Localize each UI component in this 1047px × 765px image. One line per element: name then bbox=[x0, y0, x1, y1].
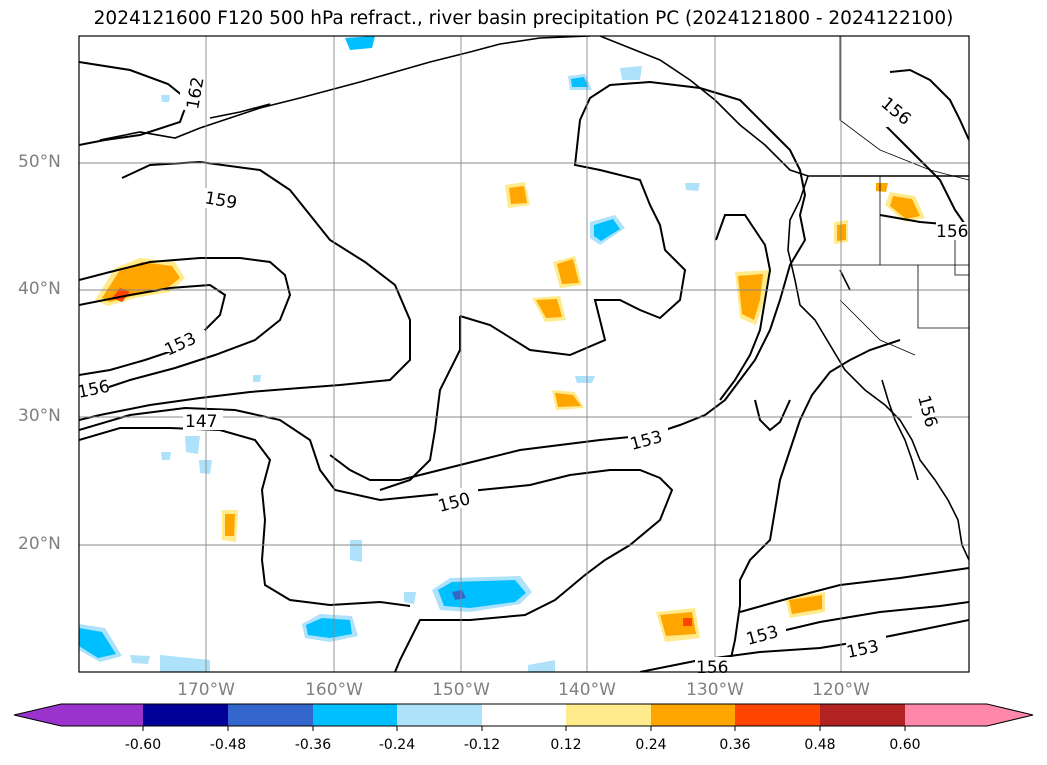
contour-labels: 162 159 153 156 147 150 153 156 153 153 … bbox=[76, 70, 969, 678]
colorbar-tick-label: -0.60 bbox=[124, 737, 162, 753]
map-title: 2024121600 F120 500 hPa refract., river … bbox=[93, 8, 954, 29]
borders bbox=[790, 36, 969, 356]
contour-label: 156 bbox=[696, 658, 728, 678]
colorbar-tick-label: -0.36 bbox=[294, 737, 332, 753]
lat-label: 40°N bbox=[18, 279, 61, 299]
colorbar-tick-label: 0.36 bbox=[719, 737, 751, 753]
coastlines bbox=[99, 36, 969, 561]
lon-label: 140°W bbox=[558, 680, 616, 700]
colorbar-tick-label: -0.12 bbox=[463, 737, 501, 753]
lat-label: 20°N bbox=[18, 534, 61, 554]
lon-label: 150°W bbox=[432, 680, 490, 700]
lon-label: 170°W bbox=[177, 680, 235, 700]
map-background bbox=[79, 36, 969, 672]
colorbar-tick-label: -0.24 bbox=[378, 737, 416, 753]
map-frame bbox=[78, 35, 970, 673]
precip-negative-areas bbox=[79, 36, 700, 672]
colorbar-tick-label: 0.60 bbox=[889, 737, 921, 753]
colorbar-tick-label: 0.24 bbox=[635, 737, 667, 753]
lat-label: 50°N bbox=[18, 152, 61, 172]
colorbar bbox=[13, 703, 1034, 731]
contour-label: 147 bbox=[185, 412, 217, 432]
lon-label: 130°W bbox=[686, 680, 744, 700]
colorbar-tick-label: -0.48 bbox=[209, 737, 247, 753]
colorbar-tick-label: 0.48 bbox=[804, 737, 836, 753]
lon-label: 120°W bbox=[812, 680, 870, 700]
lon-label: 160°W bbox=[305, 680, 363, 700]
contour-label: 156 bbox=[936, 222, 968, 242]
colorbar-tick-label: 0.12 bbox=[550, 737, 582, 753]
lat-label: 30°N bbox=[18, 406, 61, 426]
contours bbox=[79, 61, 969, 672]
grid-lines bbox=[79, 36, 969, 672]
